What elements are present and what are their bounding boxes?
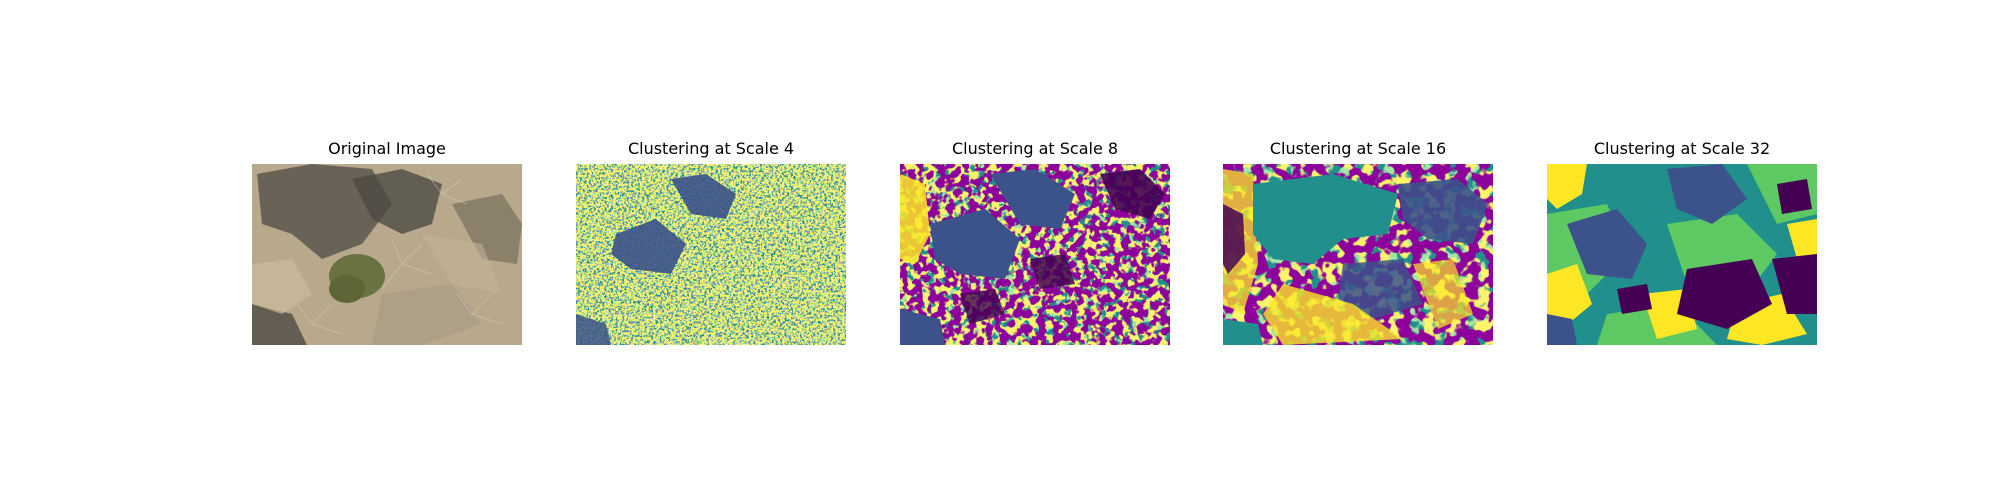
cluster-map-scale-4 [576, 164, 846, 345]
panel-title: Original Image [328, 139, 446, 158]
cluster-map-scale-32 [1547, 164, 1817, 345]
panel-title: Clustering at Scale 32 [1593, 139, 1771, 158]
cluster-map-scale-8 [900, 164, 1170, 345]
panel-title: Clustering at Scale 16 [1269, 139, 1447, 158]
original-aerial-photo [252, 164, 522, 345]
panel-title: Clustering at Scale 4 [627, 139, 795, 158]
cluster-map-scale-16 [1223, 164, 1493, 345]
panel-title: Clustering at Scale 8 [951, 139, 1119, 158]
